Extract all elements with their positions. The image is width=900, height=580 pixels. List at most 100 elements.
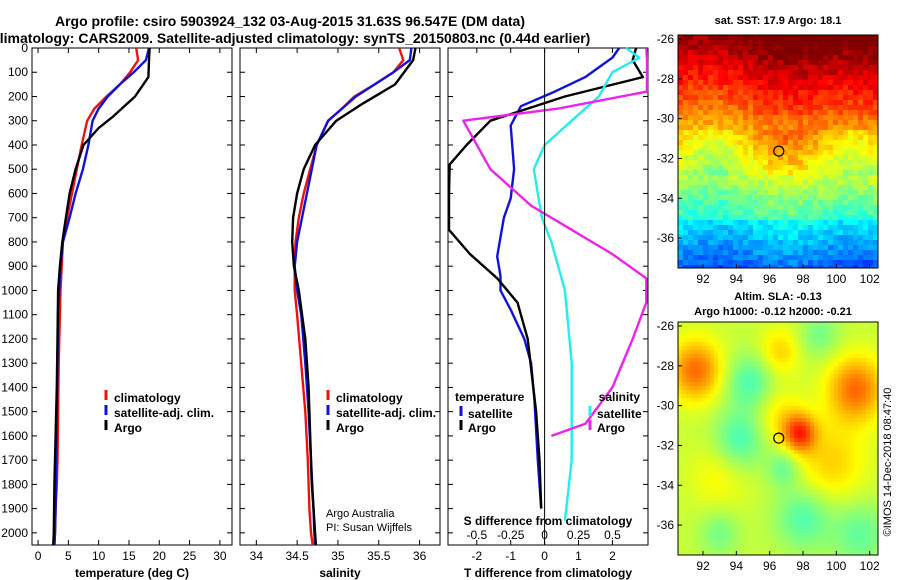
sst-cell xyxy=(798,120,804,126)
sla-cell xyxy=(838,390,843,395)
sst-cell xyxy=(698,180,704,186)
sla-cell xyxy=(794,342,799,347)
sla-cell xyxy=(842,358,847,363)
sst-cell xyxy=(848,130,854,136)
sla-cell xyxy=(858,474,863,479)
sst-cell xyxy=(788,45,794,51)
sst-cell xyxy=(808,190,814,196)
sla-cell xyxy=(694,398,699,403)
sst-cell xyxy=(838,105,844,111)
sst-cell xyxy=(743,155,749,161)
sla-cell xyxy=(754,418,759,423)
sst-cell xyxy=(683,65,689,71)
sla-cell xyxy=(794,494,799,499)
sla-cell xyxy=(794,410,799,415)
sla-cell xyxy=(806,522,811,527)
sla-cell xyxy=(738,342,743,347)
sst-cell xyxy=(708,40,714,46)
sla-cell xyxy=(750,422,755,427)
sla-cell xyxy=(818,490,823,495)
sla-cell xyxy=(710,514,715,519)
sla-cell xyxy=(834,514,839,519)
sst-cell xyxy=(828,50,834,56)
sla-cell xyxy=(762,406,767,411)
sst-cell xyxy=(718,180,724,186)
sla-cell xyxy=(862,374,867,379)
sla-cell xyxy=(838,534,843,539)
sla-cell xyxy=(830,422,835,427)
sla-cell xyxy=(718,390,723,395)
sla-cell xyxy=(814,390,819,395)
sla-cell xyxy=(806,450,811,455)
sla-cell xyxy=(698,514,703,519)
sla-cell xyxy=(726,378,731,383)
sst-cell xyxy=(758,85,764,91)
sla-cell xyxy=(866,326,871,331)
sst-cell xyxy=(783,235,789,241)
sla-cell xyxy=(814,362,819,367)
sst-cell xyxy=(683,245,689,251)
sst-cell xyxy=(688,60,694,66)
sst-cell xyxy=(838,115,844,121)
sla-cell xyxy=(710,458,715,463)
sla-cell xyxy=(782,374,787,379)
sla-cell xyxy=(762,498,767,503)
sla-cell xyxy=(702,514,707,519)
sla-cell xyxy=(814,506,819,511)
sla-cell xyxy=(750,378,755,383)
sla-cell xyxy=(742,394,747,399)
sst-cell xyxy=(858,120,864,126)
sla-cell xyxy=(698,366,703,371)
sst-cell xyxy=(818,125,824,131)
sst-cell xyxy=(728,135,734,141)
sla-cell xyxy=(826,442,831,447)
sla-cell xyxy=(778,438,783,443)
sla-cell xyxy=(742,546,747,551)
sla-cell xyxy=(786,374,791,379)
sst-cell xyxy=(718,105,724,111)
sst-cell xyxy=(743,220,749,226)
sst-cell xyxy=(738,145,744,151)
sla-cell xyxy=(774,422,779,427)
sla-cell xyxy=(742,522,747,527)
sla-cell xyxy=(798,542,803,547)
sla-cell xyxy=(794,326,799,331)
sst-cell xyxy=(813,245,819,251)
sla-cell xyxy=(802,374,807,379)
sst-cell xyxy=(738,100,744,106)
sst-cell xyxy=(748,180,754,186)
sst-cell xyxy=(813,205,819,211)
depth-tick-label: 700 xyxy=(8,211,28,225)
sla-cell xyxy=(822,398,827,403)
sst-cell xyxy=(848,145,854,151)
sst-cell xyxy=(688,50,694,56)
sst-cell xyxy=(828,80,834,86)
sst-cell xyxy=(713,110,719,116)
sst-cell xyxy=(828,220,834,226)
sst-cell xyxy=(703,200,709,206)
sla-cell xyxy=(742,334,747,339)
sla-cell xyxy=(842,434,847,439)
sla-cell xyxy=(874,322,879,327)
sst-cell xyxy=(678,130,684,136)
sla-cell xyxy=(862,350,867,355)
sst-cell xyxy=(843,215,849,221)
sla-cell xyxy=(686,442,691,447)
sla-cell xyxy=(818,522,823,527)
sla-cell xyxy=(786,446,791,451)
sst-cell xyxy=(828,160,834,166)
sst-cell xyxy=(683,55,689,61)
sla-cell xyxy=(842,446,847,451)
sst-cell xyxy=(708,75,714,81)
sla-cell xyxy=(730,478,735,483)
sst-cell xyxy=(783,215,789,221)
sla-cell xyxy=(702,486,707,491)
sla-cell xyxy=(690,446,695,451)
sst-cell xyxy=(743,195,749,201)
sst-cell xyxy=(693,65,699,71)
sst-cell xyxy=(843,105,849,111)
sla-cell xyxy=(790,398,795,403)
sla-cell xyxy=(858,374,863,379)
sla-cell xyxy=(706,378,711,383)
sla-cell xyxy=(746,386,751,391)
